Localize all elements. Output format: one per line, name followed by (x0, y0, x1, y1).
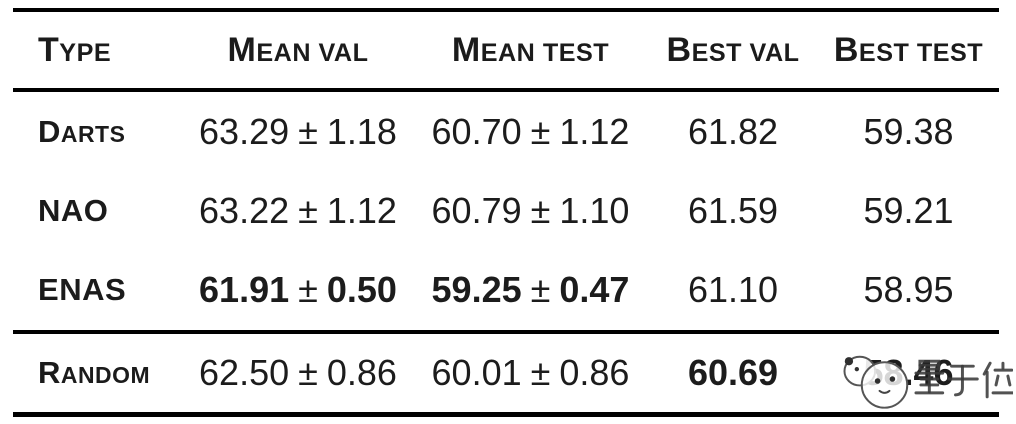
row-label-enas: ENAS (38, 272, 127, 308)
value: 63.29 (199, 110, 290, 152)
column-header-mean-val: MEAN VAL (227, 30, 369, 69)
plus-minus-sign: ± (530, 269, 551, 311)
table-row-enas: ENAS 61.91 ±0.50 59.25 ±0.47 61.10 58.95 (13, 253, 999, 327)
cell-random-best-test: 58.46 (818, 352, 999, 394)
plus-minus-sign: ± (530, 352, 551, 393)
cell-enas-mean-test: 59.25 ±0.47 (413, 269, 648, 311)
value: 61.10 (687, 269, 779, 311)
plus-minus-sign: ± (298, 269, 318, 311)
table-header-rule (13, 88, 999, 92)
cell-random-mean-val: 62.50 ±0.86 (183, 352, 413, 394)
error-value: 0.47 (559, 269, 630, 311)
table-row-darts: DARTS 63.29 ±1.18 60.70 ±1.12 61.82 59.38 (13, 95, 999, 169)
cell-nao-mean-test: 60.79 ±1.10 (413, 190, 648, 232)
value: 59.38 (863, 110, 954, 152)
plus-minus-sign: ± (530, 110, 551, 152)
value: 60.69 (687, 352, 779, 393)
value: 61.82 (687, 110, 779, 152)
error-value: 0.50 (326, 269, 397, 311)
value: 58.46 (863, 352, 954, 393)
error-value: 1.12 (326, 189, 397, 231)
value: 61.59 (687, 189, 779, 231)
column-header-type: TYPE (38, 30, 112, 69)
cell-random-best-val: 60.69 (648, 352, 818, 394)
value: 60.01 (431, 352, 522, 393)
cell-nao-best-test: 59.21 (818, 190, 999, 232)
value: 62.50 (199, 352, 290, 393)
cell-darts-best-test: 59.38 (818, 111, 999, 153)
column-header-best-test: BEST TEST (833, 30, 984, 69)
cell-enas-best-test: 58.95 (818, 269, 999, 311)
error-value: 0.86 (326, 352, 397, 393)
plus-minus-sign: ± (298, 110, 318, 152)
plus-minus-sign: ± (530, 189, 551, 231)
cell-darts-best-val: 61.82 (648, 111, 818, 153)
table-body: DARTS 63.29 ±1.18 60.70 ±1.12 61.82 59.38 … (13, 92, 999, 330)
cell-darts-mean-test: 60.70 ±1.12 (413, 111, 648, 153)
value: 59.25 (431, 269, 522, 311)
column-header-mean-test: MEAN TEST (451, 30, 610, 69)
table-mid-rule (13, 330, 999, 334)
error-value: 0.86 (559, 352, 630, 393)
cell-enas-best-val: 61.10 (648, 269, 818, 311)
error-value: 1.12 (559, 110, 630, 152)
table-row-nao: NAO 63.22 ±1.12 60.79 ±1.10 61.59 59.21 (13, 174, 999, 248)
row-label-nao: NAO (38, 192, 109, 228)
value: 59.21 (863, 189, 954, 231)
row-label-random: RANDOM (38, 355, 151, 390)
table-row-random: RANDOM 62.50 ±0.86 60.01 ±0.86 60.69 58.46 (13, 334, 999, 412)
cell-darts-mean-val: 63.29 ±1.18 (183, 111, 413, 153)
value: 58.95 (863, 269, 954, 311)
value: 60.79 (431, 189, 522, 231)
error-value: 1.10 (559, 189, 630, 231)
column-header-best-val: BEST VAL (666, 30, 800, 69)
table-top-rule (13, 8, 999, 12)
value: 60.70 (431, 110, 522, 152)
cell-random-mean-test: 60.01 ±0.86 (413, 352, 648, 394)
plus-minus-sign: ± (298, 189, 318, 231)
cell-nao-best-val: 61.59 (648, 190, 818, 232)
plus-minus-sign: ± (298, 352, 318, 393)
cell-enas-mean-val: 61.91 ±0.50 (183, 269, 413, 311)
row-label-darts: DARTS (38, 113, 126, 149)
table-header-row: TYPE MEAN VAL MEAN TEST BEST VAL BEST TE… (13, 12, 999, 88)
table-bottom-rule (13, 412, 999, 417)
value: 63.22 (199, 189, 290, 231)
error-value: 1.18 (326, 110, 397, 152)
cell-nao-mean-val: 63.22 ±1.12 (183, 190, 413, 232)
value: 61.91 (199, 269, 290, 311)
